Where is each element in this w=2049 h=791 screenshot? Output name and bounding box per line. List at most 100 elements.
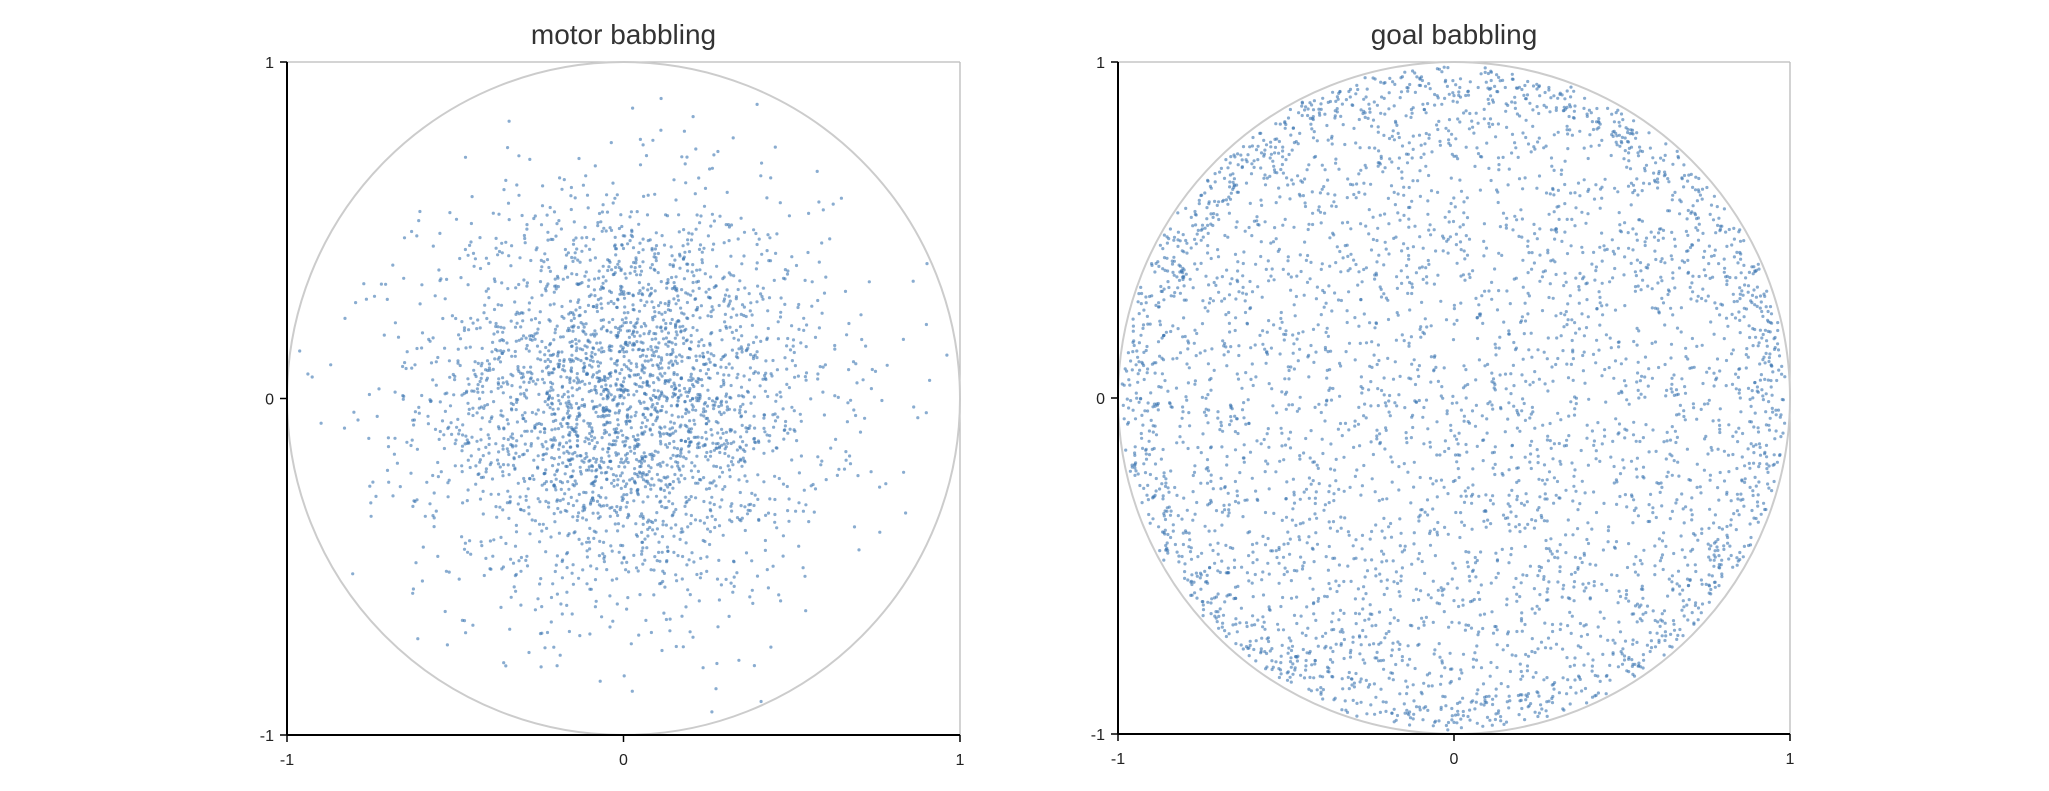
scatter-point — [1287, 368, 1291, 373]
scatter-point — [466, 377, 470, 381]
scatter-point — [1346, 220, 1350, 224]
scatter-point — [1659, 156, 1663, 160]
scatter-point — [1161, 497, 1165, 501]
scatter-point — [714, 446, 718, 450]
scatter-point — [797, 544, 801, 548]
scatter-point — [641, 500, 645, 504]
scatter-point — [771, 358, 775, 363]
scatter-point — [1379, 295, 1384, 299]
scatter-point — [599, 456, 604, 460]
scatter-point — [1175, 493, 1179, 497]
scatter-point — [1345, 196, 1349, 200]
scatter-point — [737, 478, 741, 482]
scatter-point — [1654, 257, 1658, 262]
scatter-point — [1570, 318, 1574, 322]
scatter-point — [1364, 635, 1368, 639]
scatter-point — [1314, 297, 1318, 301]
scatter-point — [591, 490, 595, 494]
scatter-point — [429, 361, 434, 365]
scatter-point — [1666, 470, 1670, 474]
scatter-point — [642, 400, 646, 404]
scatter-point — [1347, 341, 1352, 345]
scatter-point — [1467, 623, 1471, 628]
scatter-point — [1718, 369, 1722, 373]
scatter-point — [581, 568, 585, 572]
scatter-point — [1734, 276, 1738, 280]
scatter-point — [559, 487, 563, 491]
scatter-point — [736, 237, 740, 241]
scatter-point — [1464, 234, 1468, 238]
scatter-point — [581, 322, 585, 326]
scatter-point — [497, 377, 501, 381]
scatter-point — [567, 312, 571, 316]
scatter-point — [582, 369, 586, 373]
scatter-point — [1178, 351, 1183, 355]
scatter-point — [699, 572, 703, 576]
scatter-point — [792, 409, 796, 413]
scatter-point — [522, 278, 526, 282]
scatter-point — [525, 281, 530, 285]
scatter-point — [771, 449, 775, 453]
scatter-point — [721, 431, 725, 435]
scatter-point — [665, 281, 669, 285]
scatter-point — [566, 251, 571, 255]
scatter-point — [1396, 166, 1401, 170]
scatter-point — [492, 332, 496, 336]
scatter-point — [1382, 552, 1386, 556]
scatter-point — [848, 454, 852, 458]
scatter-point — [776, 337, 781, 341]
scatter-point — [672, 286, 676, 290]
scatter-point — [578, 380, 582, 384]
scatter-point — [500, 567, 504, 571]
scatter-point — [587, 459, 591, 463]
scatter-point — [1334, 161, 1338, 165]
scatter-point — [632, 479, 637, 483]
scatter-point — [752, 664, 757, 668]
scatter-point — [1240, 408, 1245, 412]
scatter-point — [645, 546, 649, 550]
scatter-point — [634, 438, 638, 443]
scatter-point — [624, 276, 628, 280]
scatter-point — [583, 457, 587, 461]
scatter-point — [1317, 402, 1321, 406]
scatter-point — [617, 259, 621, 263]
scatter-point — [638, 334, 642, 338]
scatter-point — [595, 499, 600, 503]
scatter-point — [1267, 487, 1271, 491]
scatter-point — [364, 297, 368, 301]
scatter-point — [1287, 403, 1291, 407]
scatter-point — [674, 507, 678, 512]
scatter-point — [1156, 408, 1160, 412]
scatter-point — [765, 249, 769, 253]
scatter-point — [1210, 347, 1214, 351]
scatter-point — [536, 454, 540, 458]
scatter-point — [1278, 122, 1282, 126]
scatter-point — [574, 426, 578, 430]
scatter-point — [354, 301, 358, 305]
scatter-point — [637, 399, 642, 403]
scatter-point — [1416, 368, 1420, 372]
scatter-point — [654, 259, 658, 263]
scatter-point — [1400, 249, 1404, 253]
scatter-point — [1565, 217, 1569, 221]
scatter-point — [700, 378, 704, 382]
scatter-point — [1707, 573, 1711, 577]
scatter-point — [665, 463, 669, 467]
scatter-point — [1688, 578, 1692, 582]
scatter-point — [1184, 395, 1188, 399]
scatter-point — [1199, 451, 1203, 455]
scatter-point — [460, 393, 464, 397]
scatter-point — [1336, 97, 1340, 101]
scatter-point — [756, 473, 760, 477]
scatter-point — [665, 399, 669, 403]
scatter-point — [1391, 559, 1395, 563]
scatter-point — [678, 353, 682, 357]
scatter-point — [593, 384, 597, 389]
scatter-point — [766, 309, 770, 313]
scatter-point — [585, 540, 589, 544]
scatter-point — [636, 433, 640, 437]
scatter-point — [1201, 603, 1205, 607]
scatter-point — [1559, 311, 1563, 315]
scatter-point — [683, 399, 687, 404]
scatter-point — [716, 149, 720, 154]
